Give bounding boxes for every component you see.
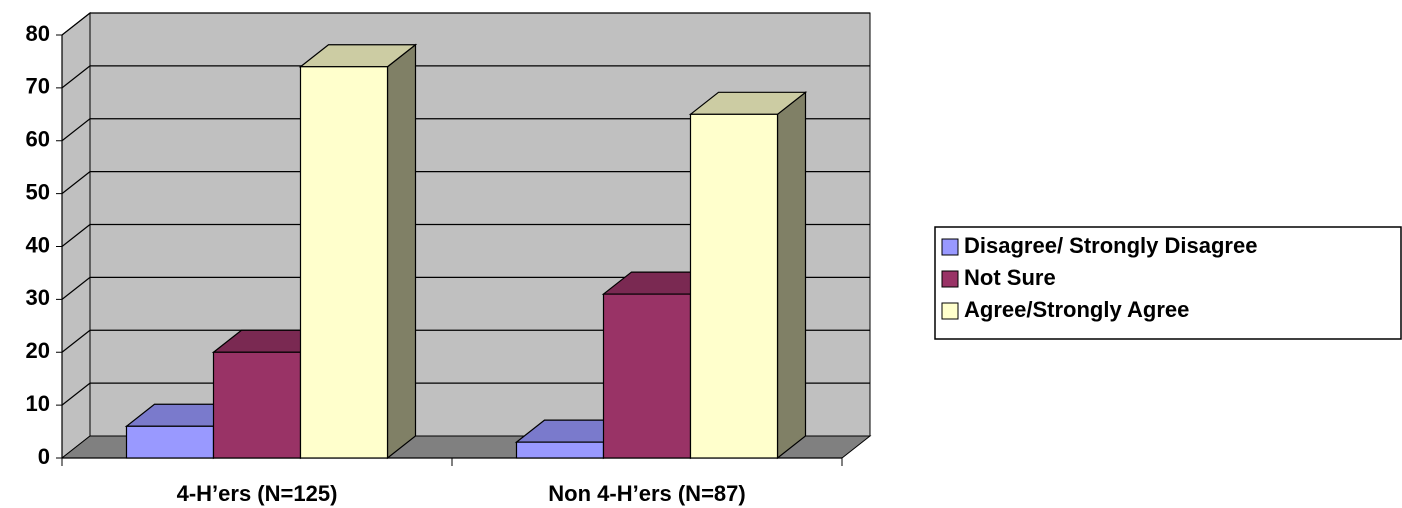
bar xyxy=(212,351,302,459)
bar-side xyxy=(386,43,417,460)
legend-label: Disagree/ Strongly Disagree xyxy=(964,233,1257,258)
bar xyxy=(515,441,605,459)
x-tick-label: Non 4-H’ers (N=87) xyxy=(548,481,745,506)
legend-swatch xyxy=(941,302,959,320)
legend-swatch xyxy=(941,270,959,288)
bar-side xyxy=(776,91,807,460)
y-tick-label: 10 xyxy=(26,391,50,416)
bar xyxy=(602,293,692,459)
y-tick-label: 0 xyxy=(38,444,50,469)
x-tick-label: 4-H’ers (N=125) xyxy=(177,481,338,506)
y-tick-label: 60 xyxy=(26,127,50,152)
grid-line xyxy=(61,65,870,89)
y-tick-label: 70 xyxy=(26,74,50,99)
legend-label: Not Sure xyxy=(964,265,1056,290)
y-tick-label: 30 xyxy=(26,285,50,310)
grid-line xyxy=(61,12,870,36)
legend-label: Agree/Strongly Agree xyxy=(964,297,1189,322)
bar xyxy=(125,425,215,459)
grid-line xyxy=(61,223,870,247)
legend xyxy=(934,226,1402,340)
y-tick-label: 80 xyxy=(26,21,50,46)
grid-line xyxy=(61,276,870,300)
bar xyxy=(689,113,779,459)
y-tick-label: 20 xyxy=(26,338,50,363)
legend-swatch xyxy=(941,238,959,256)
bar xyxy=(299,66,389,459)
y-tick-label: 40 xyxy=(26,232,50,257)
grid-line xyxy=(61,171,870,195)
grid-line xyxy=(61,118,870,142)
y-tick-label: 50 xyxy=(26,179,50,204)
